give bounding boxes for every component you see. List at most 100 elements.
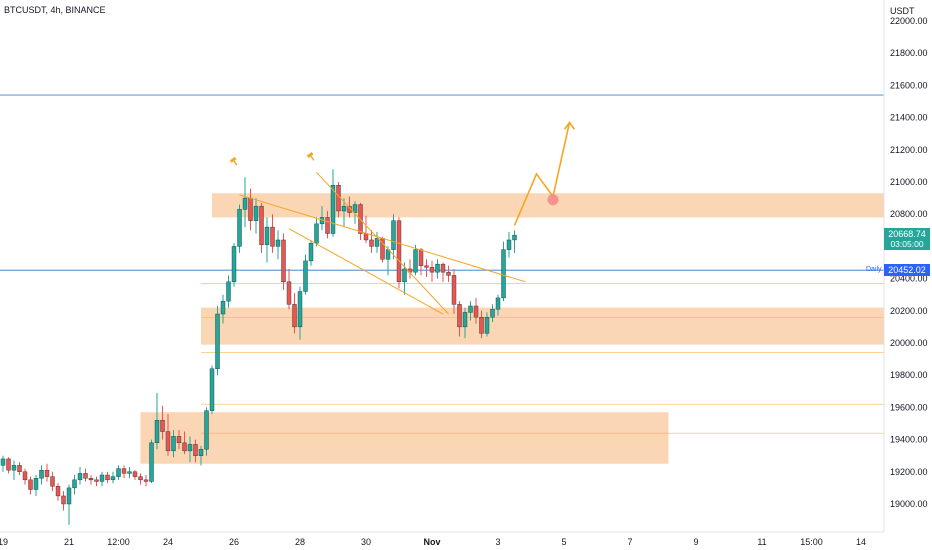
candle-body-25 — [138, 476, 143, 481]
candle-body-1 — [6, 458, 11, 471]
candle-body-92 — [506, 239, 512, 250]
candle-body-62 — [341, 205, 347, 212]
time-tick-4: 26 — [229, 537, 239, 547]
candle-body-78 — [429, 267, 435, 273]
candle-body-45 — [248, 197, 253, 221]
price-axis-currency: USDT — [890, 6, 915, 16]
candle-body-89 — [490, 308, 495, 318]
candle-body-42 — [231, 246, 237, 283]
candle-body-75 — [413, 249, 418, 273]
candle-body-3 — [17, 465, 22, 472]
zone-0 — [212, 193, 884, 218]
time-tick-11: 9 — [693, 537, 698, 547]
pin-marker-0 — [229, 156, 238, 166]
candle-body-21 — [116, 468, 121, 477]
time-tick-13: 15:00 — [800, 537, 823, 547]
candle-body-60 — [330, 185, 336, 234]
price-tick-3: 21400.00 — [890, 113, 928, 123]
candle-body-11 — [61, 495, 66, 505]
candle-body-28 — [154, 420, 160, 444]
candle-body-90 — [495, 297, 501, 310]
candle-body-48 — [264, 226, 270, 245]
candle-body-30 — [165, 431, 171, 452]
candle-body-31 — [171, 436, 176, 452]
price-tick-11: 19800.00 — [890, 370, 928, 380]
candle-body-59 — [325, 217, 330, 234]
candle-body-66 — [363, 233, 369, 241]
price-tick-8: 20400.00 — [890, 274, 928, 284]
candle-body-68 — [374, 238, 380, 247]
time-tick-12: 11 — [757, 537, 766, 547]
candle-body-84 — [462, 312, 468, 328]
candle-body-9 — [50, 476, 55, 487]
price-tick-6: 20800.00 — [890, 209, 928, 219]
projection-arrowhead — [563, 121, 576, 130]
horizontal-levels — [0, 94, 884, 434]
candle-body-85 — [468, 305, 473, 313]
candle-body-7 — [39, 469, 44, 479]
candle-body-77 — [424, 265, 429, 268]
candle-body-79 — [435, 263, 440, 273]
time-tick-7: Nov — [423, 537, 440, 547]
price-tick-9: 20200.00 — [890, 306, 928, 316]
supply-demand-zones — [140, 193, 884, 464]
candle-body-2 — [11, 465, 17, 471]
candle-body-18 — [99, 474, 105, 482]
price-tick-5: 21000.00 — [890, 177, 928, 187]
trend-drawings — [229, 121, 576, 315]
candle-body-24 — [132, 471, 138, 477]
candle-body-10 — [55, 486, 61, 497]
pin-marker-head-1 — [306, 152, 314, 158]
price-tick-0: 22000.00 — [890, 16, 928, 26]
current-price-badge: 20668.74 03:05:00 — [884, 228, 930, 251]
candle-body-5 — [28, 479, 33, 490]
candle-body-43 — [237, 209, 242, 247]
zone-1 — [201, 307, 884, 345]
daily-level-value: 20452.02 — [888, 265, 926, 276]
candle-body-0 — [0, 458, 6, 466]
candle-body-38 — [209, 368, 215, 411]
price-tick-14: 19200.00 — [890, 467, 928, 477]
candle-body-47 — [259, 205, 264, 245]
candle-body-8 — [44, 469, 50, 477]
candle-body-73 — [402, 268, 407, 283]
candle-body-13 — [72, 479, 77, 489]
candle-body-29 — [160, 420, 165, 432]
time-tick-14: 14 — [856, 537, 866, 547]
time-tick-8: 3 — [495, 537, 500, 547]
candle-body-6 — [33, 478, 39, 490]
candle-body-26 — [143, 479, 149, 482]
candle-body-83 — [457, 304, 462, 328]
candle-body-86 — [473, 305, 479, 318]
candle-body-51 — [281, 239, 286, 283]
candle-body-53 — [292, 304, 297, 328]
pin-marker-head-0 — [229, 156, 237, 163]
time-tick-5: 28 — [295, 537, 305, 547]
candles — [0, 169, 517, 525]
candle-body-23 — [127, 471, 132, 474]
candle-body-27 — [149, 442, 154, 482]
time-tick-9: 5 — [561, 537, 566, 547]
candle-body-17 — [94, 479, 99, 482]
symbol-title[interactable]: BTCUSDT, 4h, BINANCE — [4, 5, 106, 15]
candle-body-57 — [314, 223, 319, 244]
daily-level-label: Daily — [866, 266, 882, 274]
candle-body-52 — [286, 281, 292, 305]
candle-body-14 — [77, 473, 83, 481]
time-axis: 19 21 12:00 24 26 28 30 Nov 3 5 7 9 11 15:00 14 — [0, 531, 884, 547]
candle-body-22 — [121, 468, 127, 474]
pin-marker-handle-0 — [233, 160, 238, 166]
pin-marker-handle-1 — [310, 155, 315, 161]
price-tick-2: 21600.00 — [890, 80, 928, 90]
candle-body-76 — [418, 249, 424, 266]
candle-body-4 — [22, 471, 28, 481]
price-tick-4: 21200.00 — [890, 145, 928, 155]
price-tick-13: 19400.00 — [890, 435, 928, 445]
time-tick-0: 19 — [0, 537, 8, 547]
time-tick-10: 7 — [627, 537, 632, 547]
price-tick-10: 20000.00 — [890, 338, 928, 348]
candle-body-15 — [83, 473, 88, 479]
candle-body-56 — [308, 242, 314, 262]
